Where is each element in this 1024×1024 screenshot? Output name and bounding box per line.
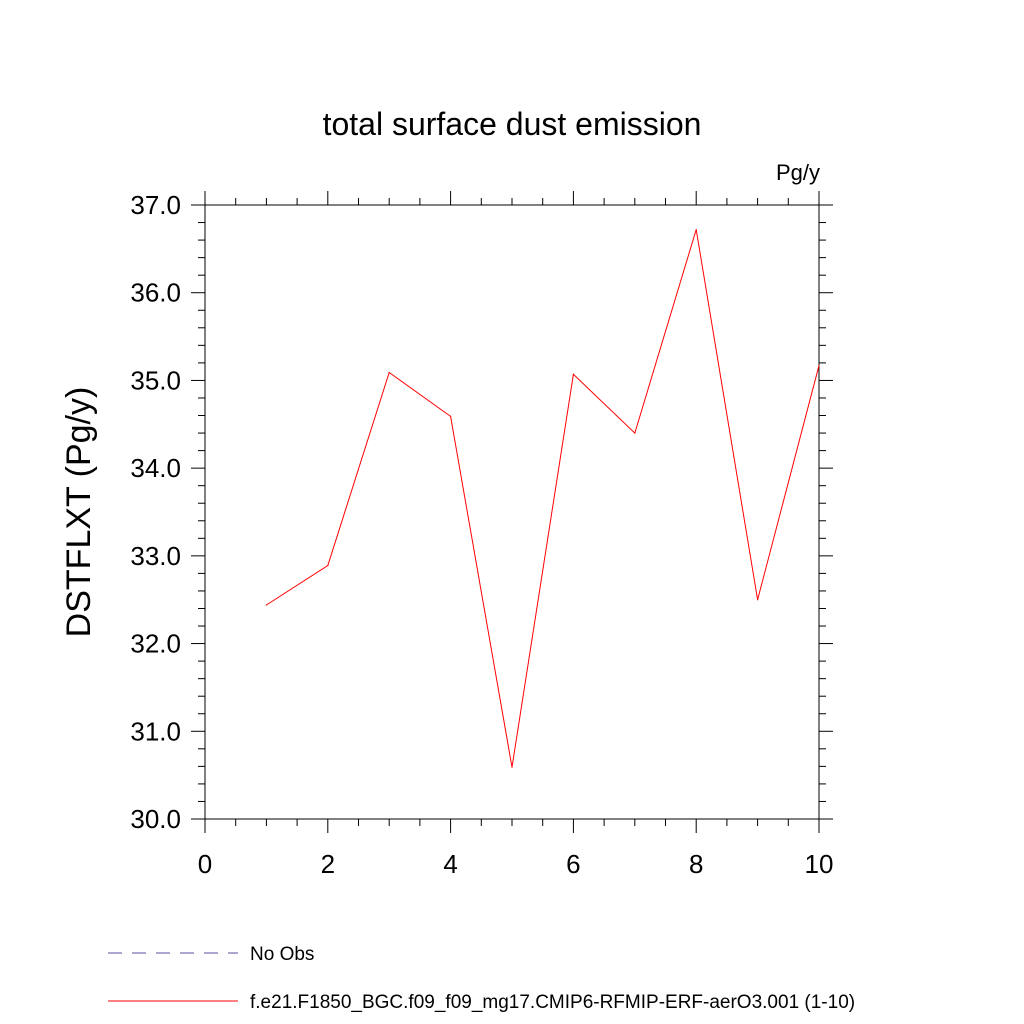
data-point <box>695 228 697 231</box>
y-tick-label: 36.0 <box>130 278 181 308</box>
legend-label-model: f.e21.F1850_BGC.f09_f09_mg17.CMIP6-RFMIP… <box>250 992 855 1013</box>
minor-ticks <box>198 198 826 826</box>
x-tick-label: 10 <box>805 849 834 879</box>
chart-title: total surface dust emission <box>323 106 702 142</box>
y-tick-label: 30.0 <box>130 804 181 834</box>
y-tick-label: 37.0 <box>130 190 181 220</box>
data-point <box>511 766 513 768</box>
x-tick-label: 4 <box>443 849 457 879</box>
series-line <box>266 229 820 768</box>
data-point <box>327 564 329 567</box>
data-point <box>818 364 820 367</box>
y-tick-labels: 30.0 31.0 32.0 33.0 34.0 35.0 36.0 37.0 <box>130 190 181 834</box>
data-point <box>265 604 267 606</box>
y-tick-label: 35.0 <box>130 365 181 395</box>
y-tick-label: 34.0 <box>130 453 181 483</box>
data-point <box>572 373 575 375</box>
series-layer <box>265 228 820 768</box>
plot-frame <box>204 204 820 820</box>
y-tick-label: 33.0 <box>130 541 181 571</box>
x-tick-labels: 0 2 4 6 8 10 <box>198 849 834 879</box>
major-ticks <box>191 191 833 833</box>
x-tick-label: 0 <box>198 849 212 879</box>
data-point <box>450 415 452 417</box>
data-point <box>634 432 636 434</box>
x-tick-label: 8 <box>689 849 703 879</box>
y-tick-label: 32.0 <box>130 629 181 659</box>
data-point <box>757 599 759 601</box>
x-tick-label: 2 <box>321 849 335 879</box>
legend: No Obs f.e21.F1850_BGC.f09_f09_mg17.CMIP… <box>108 944 855 1013</box>
legend-label-no-obs: No Obs <box>250 944 314 965</box>
x-tick-label: 6 <box>566 849 580 879</box>
data-point <box>388 371 390 374</box>
units-label: Pg/y <box>776 160 820 185</box>
y-axis-label: DSTFLXT (Pg/y) <box>60 387 98 638</box>
y-tick-label: 31.0 <box>130 716 181 746</box>
